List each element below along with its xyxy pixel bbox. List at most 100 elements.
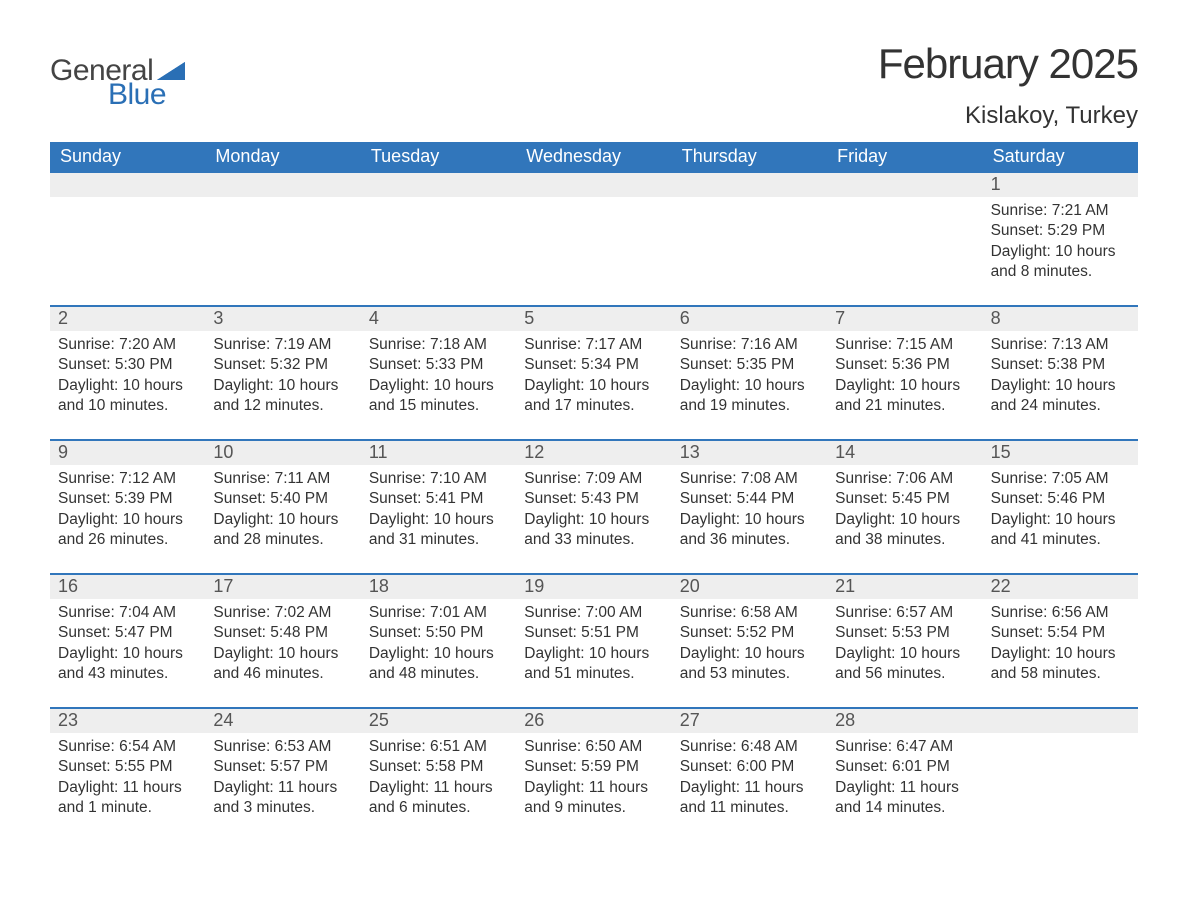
sunrise-line: Sunrise: 7:13 AM bbox=[991, 335, 1130, 355]
daylight-line: Daylight: 10 hours and 36 minutes. bbox=[680, 510, 819, 551]
sunset-line: Sunset: 5:58 PM bbox=[369, 757, 508, 777]
sunrise-line: Sunrise: 7:05 AM bbox=[991, 469, 1130, 489]
day-number-cell: 25 bbox=[361, 709, 516, 733]
day-detail-cell: Sunrise: 6:51 AMSunset: 5:58 PMDaylight:… bbox=[361, 733, 516, 841]
day-detail-row: Sunrise: 7:20 AMSunset: 5:30 PMDaylight:… bbox=[50, 331, 1138, 439]
day-detail-cell: Sunrise: 6:47 AMSunset: 6:01 PMDaylight:… bbox=[827, 733, 982, 841]
day-number-cell: 10 bbox=[205, 441, 360, 465]
day-number-cell: 12 bbox=[516, 441, 671, 465]
sunrise-line: Sunrise: 6:54 AM bbox=[58, 737, 197, 757]
daylight-line: Daylight: 10 hours and 12 minutes. bbox=[213, 376, 352, 417]
sunset-line: Sunset: 5:30 PM bbox=[58, 355, 197, 375]
day-number-row: 1 bbox=[50, 173, 1138, 197]
sunrise-line: Sunrise: 7:06 AM bbox=[835, 469, 974, 489]
sunset-line: Sunset: 5:52 PM bbox=[680, 623, 819, 643]
sunset-line: Sunset: 5:35 PM bbox=[680, 355, 819, 375]
weekday-header-cell: Wednesday bbox=[516, 142, 671, 173]
sunrise-line: Sunrise: 6:48 AM bbox=[680, 737, 819, 757]
sunset-line: Sunset: 5:47 PM bbox=[58, 623, 197, 643]
sunrise-line: Sunrise: 7:01 AM bbox=[369, 603, 508, 623]
sunset-line: Sunset: 6:01 PM bbox=[835, 757, 974, 777]
day-detail-cell: Sunrise: 7:21 AMSunset: 5:29 PMDaylight:… bbox=[983, 197, 1138, 305]
sunrise-line: Sunrise: 7:02 AM bbox=[213, 603, 352, 623]
sunset-line: Sunset: 5:59 PM bbox=[524, 757, 663, 777]
day-detail-cell: Sunrise: 7:20 AMSunset: 5:30 PMDaylight:… bbox=[50, 331, 205, 439]
day-number-cell: 27 bbox=[672, 709, 827, 733]
sunrise-line: Sunrise: 7:16 AM bbox=[680, 335, 819, 355]
day-detail-cell: Sunrise: 7:13 AMSunset: 5:38 PMDaylight:… bbox=[983, 331, 1138, 439]
day-detail-cell: Sunrise: 7:01 AMSunset: 5:50 PMDaylight:… bbox=[361, 599, 516, 707]
day-number-cell: 18 bbox=[361, 575, 516, 599]
day-number-cell: 1 bbox=[983, 173, 1138, 197]
daylight-line: Daylight: 10 hours and 26 minutes. bbox=[58, 510, 197, 551]
logo: General Blue bbox=[50, 40, 185, 110]
weekday-header-cell: Monday bbox=[205, 142, 360, 173]
weekday-header-cell: Sunday bbox=[50, 142, 205, 173]
weekday-header-cell: Saturday bbox=[983, 142, 1138, 173]
day-number-row: 232425262728 bbox=[50, 707, 1138, 733]
sunrise-line: Sunrise: 6:47 AM bbox=[835, 737, 974, 757]
daylight-line: Daylight: 11 hours and 14 minutes. bbox=[835, 778, 974, 819]
sunrise-line: Sunrise: 6:58 AM bbox=[680, 603, 819, 623]
day-number-cell bbox=[205, 173, 360, 197]
sunset-line: Sunset: 5:50 PM bbox=[369, 623, 508, 643]
day-detail-cell: Sunrise: 7:00 AMSunset: 5:51 PMDaylight:… bbox=[516, 599, 671, 707]
day-detail-cell: Sunrise: 7:04 AMSunset: 5:47 PMDaylight:… bbox=[50, 599, 205, 707]
day-number-cell: 16 bbox=[50, 575, 205, 599]
day-detail-cell: Sunrise: 7:02 AMSunset: 5:48 PMDaylight:… bbox=[205, 599, 360, 707]
day-detail-cell: Sunrise: 6:50 AMSunset: 5:59 PMDaylight:… bbox=[516, 733, 671, 841]
daylight-line: Daylight: 11 hours and 3 minutes. bbox=[213, 778, 352, 819]
page-header: General Blue February 2025 Kislakoy, Tur… bbox=[50, 40, 1138, 130]
day-detail-cell: Sunrise: 7:15 AMSunset: 5:36 PMDaylight:… bbox=[827, 331, 982, 439]
sunrise-line: Sunrise: 7:10 AM bbox=[369, 469, 508, 489]
sunset-line: Sunset: 5:29 PM bbox=[991, 221, 1130, 241]
day-detail-cell bbox=[50, 197, 205, 305]
sunset-line: Sunset: 5:40 PM bbox=[213, 489, 352, 509]
day-number-cell: 6 bbox=[672, 307, 827, 331]
daylight-line: Daylight: 10 hours and 31 minutes. bbox=[369, 510, 508, 551]
day-detail-cell: Sunrise: 7:16 AMSunset: 5:35 PMDaylight:… bbox=[672, 331, 827, 439]
sunset-line: Sunset: 5:41 PM bbox=[369, 489, 508, 509]
sunset-line: Sunset: 5:34 PM bbox=[524, 355, 663, 375]
sunrise-line: Sunrise: 6:51 AM bbox=[369, 737, 508, 757]
day-detail-cell: Sunrise: 7:09 AMSunset: 5:43 PMDaylight:… bbox=[516, 465, 671, 573]
day-number-cell: 3 bbox=[205, 307, 360, 331]
day-number-cell bbox=[50, 173, 205, 197]
day-detail-cell: Sunrise: 7:18 AMSunset: 5:33 PMDaylight:… bbox=[361, 331, 516, 439]
sunrise-line: Sunrise: 6:53 AM bbox=[213, 737, 352, 757]
sunrise-line: Sunrise: 7:15 AM bbox=[835, 335, 974, 355]
logo-word-2: Blue bbox=[108, 80, 185, 110]
day-number-cell: 20 bbox=[672, 575, 827, 599]
daylight-line: Daylight: 10 hours and 48 minutes. bbox=[369, 644, 508, 685]
daylight-line: Daylight: 10 hours and 33 minutes. bbox=[524, 510, 663, 551]
day-detail-cell: Sunrise: 7:08 AMSunset: 5:44 PMDaylight:… bbox=[672, 465, 827, 573]
day-number-cell bbox=[827, 173, 982, 197]
daylight-line: Daylight: 10 hours and 28 minutes. bbox=[213, 510, 352, 551]
day-detail-cell: Sunrise: 7:11 AMSunset: 5:40 PMDaylight:… bbox=[205, 465, 360, 573]
daylight-line: Daylight: 11 hours and 9 minutes. bbox=[524, 778, 663, 819]
day-detail-cell bbox=[672, 197, 827, 305]
day-number-cell: 22 bbox=[983, 575, 1138, 599]
daylight-line: Daylight: 10 hours and 58 minutes. bbox=[991, 644, 1130, 685]
day-number-cell: 13 bbox=[672, 441, 827, 465]
day-number-row: 16171819202122 bbox=[50, 573, 1138, 599]
sunrise-line: Sunrise: 6:56 AM bbox=[991, 603, 1130, 623]
sunset-line: Sunset: 5:32 PM bbox=[213, 355, 352, 375]
sunrise-line: Sunrise: 7:18 AM bbox=[369, 335, 508, 355]
sunset-line: Sunset: 5:44 PM bbox=[680, 489, 819, 509]
day-detail-cell bbox=[361, 197, 516, 305]
sunset-line: Sunset: 5:54 PM bbox=[991, 623, 1130, 643]
day-detail-cell: Sunrise: 6:54 AMSunset: 5:55 PMDaylight:… bbox=[50, 733, 205, 841]
daylight-line: Daylight: 10 hours and 8 minutes. bbox=[991, 242, 1130, 283]
sunrise-line: Sunrise: 7:21 AM bbox=[991, 201, 1130, 221]
day-detail-cell: Sunrise: 6:58 AMSunset: 5:52 PMDaylight:… bbox=[672, 599, 827, 707]
day-number-cell: 9 bbox=[50, 441, 205, 465]
sunset-line: Sunset: 6:00 PM bbox=[680, 757, 819, 777]
daylight-line: Daylight: 10 hours and 56 minutes. bbox=[835, 644, 974, 685]
weekday-header-cell: Friday bbox=[827, 142, 982, 173]
day-number-cell: 11 bbox=[361, 441, 516, 465]
sunset-line: Sunset: 5:55 PM bbox=[58, 757, 197, 777]
sunset-line: Sunset: 5:45 PM bbox=[835, 489, 974, 509]
sunset-line: Sunset: 5:57 PM bbox=[213, 757, 352, 777]
day-number-cell: 17 bbox=[205, 575, 360, 599]
